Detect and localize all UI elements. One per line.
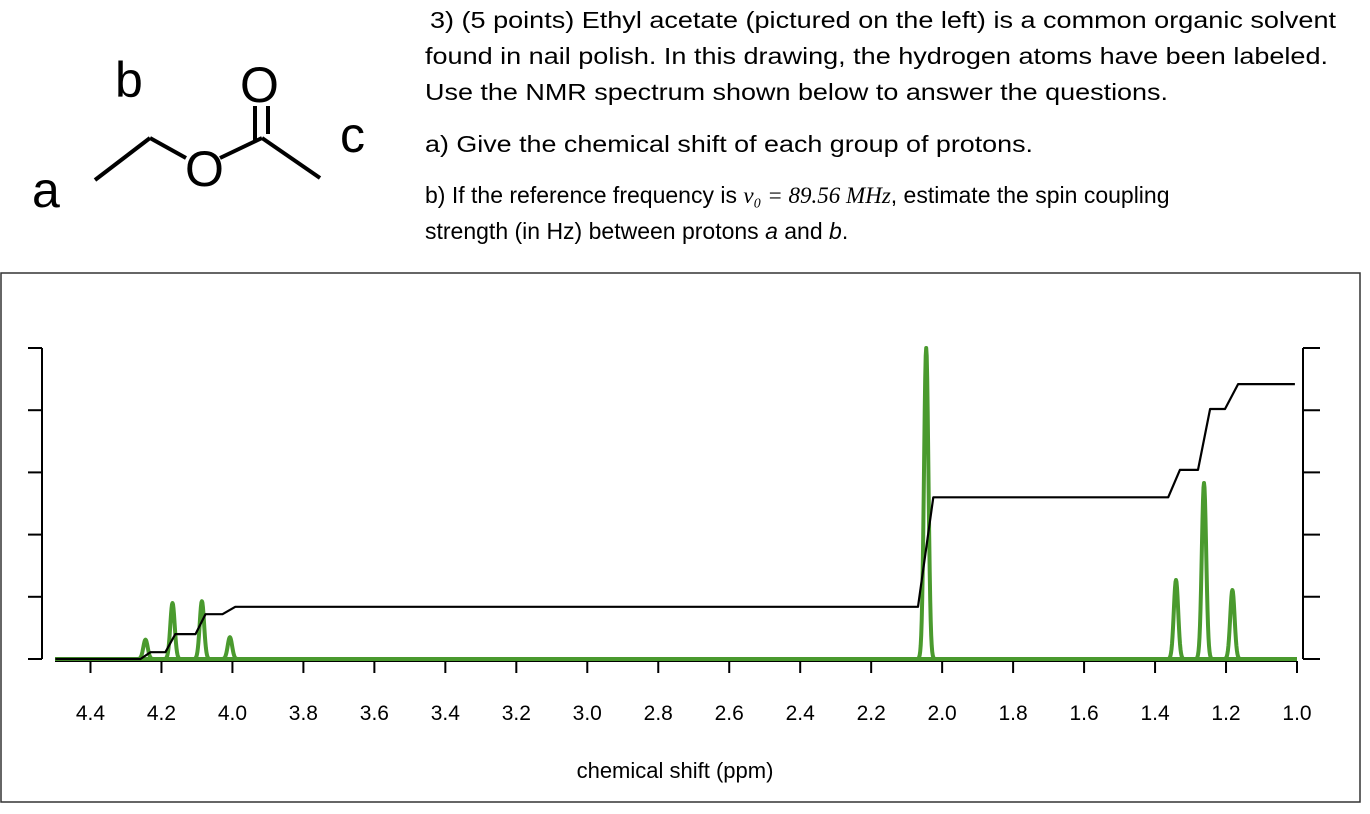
bond xyxy=(93,136,152,182)
math: ν₀ = 89.56 MHz xyxy=(743,183,890,208)
text: a xyxy=(765,218,778,244)
molecule xyxy=(93,106,322,182)
x-tick-label: 1.8 xyxy=(999,702,1028,725)
x-tick-label: 1.2 xyxy=(1211,702,1240,725)
x-tick-label: 3.6 xyxy=(360,702,389,725)
proton-label: b xyxy=(115,52,143,108)
x-tick-label: 2.6 xyxy=(715,702,744,725)
chart-frame xyxy=(0,272,1361,803)
molecule-labels: a b c O O xyxy=(32,52,365,218)
x-axis-label: chemical shift (ppm) xyxy=(577,758,774,783)
proton-label: c xyxy=(340,107,365,163)
peak xyxy=(216,635,244,661)
atom: O xyxy=(240,57,279,113)
x-tick-label: 4.4 xyxy=(76,702,106,725)
atom: O xyxy=(185,141,224,197)
text: b) If the reference frequency is xyxy=(425,182,737,208)
x-tick-label: 1.0 xyxy=(1282,702,1311,725)
x-tick-label: 2.2 xyxy=(857,702,886,725)
x-tick-label: 3.4 xyxy=(431,702,461,725)
question-part-b: strength (in Hz) between protons a and b… xyxy=(425,218,848,244)
x-tick-label: 1.6 xyxy=(1069,702,1098,725)
x-tick-label: 4.2 xyxy=(147,702,176,725)
peak xyxy=(1162,578,1190,661)
integral-curve xyxy=(55,383,1295,661)
question-part-a: a) Give the chemical shift of each group… xyxy=(425,131,1033,157)
bond xyxy=(260,136,322,180)
question-part-b: b) If the reference frequency is ν₀ = 89… xyxy=(425,182,1170,208)
peak xyxy=(912,346,940,661)
x-tick-label: 2.4 xyxy=(786,702,816,725)
text: and xyxy=(784,218,822,244)
text: . xyxy=(842,218,848,244)
x-tick-label: 3.8 xyxy=(289,702,318,725)
question-line: found in nail polish. In this drawing, t… xyxy=(425,43,1328,69)
peak xyxy=(188,599,216,661)
bond xyxy=(219,136,263,160)
x-tick-label: 1.4 xyxy=(1140,702,1170,725)
question: 3) (5 points) Ethyl acetate (pictured on… xyxy=(425,7,1337,244)
peak xyxy=(1218,588,1246,661)
peak xyxy=(1190,481,1218,661)
peak xyxy=(159,601,186,661)
x-tick-label: 3.2 xyxy=(502,702,531,725)
question-line: 3) (5 points) Ethyl acetate (pictured on… xyxy=(430,7,1337,33)
bond xyxy=(149,136,187,160)
text: strength (in Hz) between protons xyxy=(425,218,759,244)
question-line: Use the NMR spectrum shown below to answ… xyxy=(425,79,1168,105)
text: , estimate the spin coupling xyxy=(891,182,1170,208)
x-tick-label: 3.0 xyxy=(573,702,602,725)
x-tick-label: 2.0 xyxy=(928,702,957,725)
chart: 4.4 4.2 4.0 3.8 3.6 3.4 3.2 3.0 2.8 2.6 2.4 2.2 2.0 1… xyxy=(28,346,1320,783)
x-tick-label: 4.0 xyxy=(218,702,247,725)
text: b xyxy=(829,218,842,244)
proton-label: a xyxy=(32,162,60,218)
x-tick-label: 2.8 xyxy=(644,702,673,725)
